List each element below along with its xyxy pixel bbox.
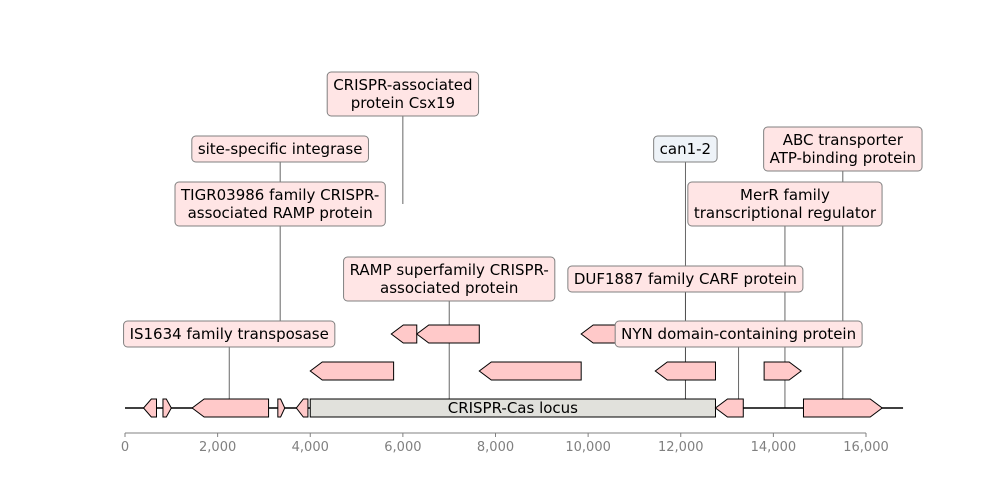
gene-labels: IS1634 family transposase TIGR03986 famil… <box>123 71 923 348</box>
label-text: DUF1887 family CARF protein <box>574 270 797 288</box>
gene-arrow-9 <box>654 361 716 381</box>
axis-tick-label: 4,000 <box>292 440 329 455</box>
gene-arrow-5 <box>714 398 744 418</box>
label-box <box>174 181 386 227</box>
gene-label-5: can1-2 <box>653 135 718 163</box>
label-text: site-specific integrase <box>198 140 363 158</box>
axis-tick-label: 12,000 <box>658 440 704 455</box>
label-box <box>343 256 556 302</box>
gene-arrow-6 <box>802 398 884 418</box>
axis-tick-label: 14,000 <box>751 440 797 455</box>
gene-arrow-4 <box>295 398 309 418</box>
label-box <box>614 320 863 348</box>
label-text: protein Csx19 <box>351 94 455 112</box>
label-text: CRISPR-associated <box>333 76 472 94</box>
label-box <box>123 320 336 348</box>
gene-arrow-3 <box>277 398 286 418</box>
label-box <box>326 71 480 117</box>
gene-arrow-0 <box>142 398 157 418</box>
label-text: NYN domain-containing protein <box>621 325 856 343</box>
gene-arrow-7 <box>309 361 395 381</box>
label-box <box>687 181 883 227</box>
label-text: ATP-binding protein <box>770 149 916 167</box>
gene-label-0: IS1634 family transposase <box>123 320 336 348</box>
label-text: IS1634 family transposase <box>130 325 329 343</box>
gene-arrow-8 <box>478 361 582 381</box>
gene-arrow-1 <box>162 398 172 418</box>
axis-tick-label: 8,000 <box>477 440 514 455</box>
label-text: transcriptional regulator <box>694 204 877 222</box>
label-text: TIGR03986 family CRISPR- <box>180 186 379 204</box>
axis-tick-label: 6,000 <box>384 440 421 455</box>
gene-label-2: site-specific integrase <box>191 135 369 163</box>
label-box <box>763 126 923 172</box>
gene-arrow-2 <box>191 398 270 418</box>
axis-tick-label: 0 <box>121 440 129 455</box>
gene-arrow-10 <box>763 361 802 381</box>
label-text: can1-2 <box>660 140 711 158</box>
label-box <box>653 135 718 163</box>
label-box <box>567 265 804 293</box>
gene-label-1: TIGR03986 family CRISPR-associated RAMP … <box>174 181 386 227</box>
label-text: MerR family <box>740 186 830 204</box>
gene-arrow-11 <box>390 324 418 344</box>
label-box <box>191 135 369 163</box>
axis-tick-label: 2,000 <box>199 440 236 455</box>
gene-label-4: RAMP superfamily CRISPR-associated prote… <box>343 256 556 302</box>
gene-label-7: NYN domain-containing protein <box>614 320 863 348</box>
label-text: associated protein <box>380 279 518 297</box>
gene-arrow-12 <box>415 324 480 344</box>
x-axis: 0 2,000 4,000 6,000 8,000 10,000 12,000 14,000 1… <box>121 432 889 455</box>
label-text: ABC transporter <box>783 131 904 149</box>
locus-label: CRISPR-Cas locus <box>448 399 578 417</box>
axis-tick-label: 10,000 <box>565 440 611 455</box>
label-text: associated RAMP protein <box>188 204 373 222</box>
gene-label-6: DUF1887 family CARF protein <box>567 265 804 293</box>
axis-tick-label: 16,000 <box>843 440 889 455</box>
label-text: RAMP superfamily CRISPR- <box>350 261 549 279</box>
